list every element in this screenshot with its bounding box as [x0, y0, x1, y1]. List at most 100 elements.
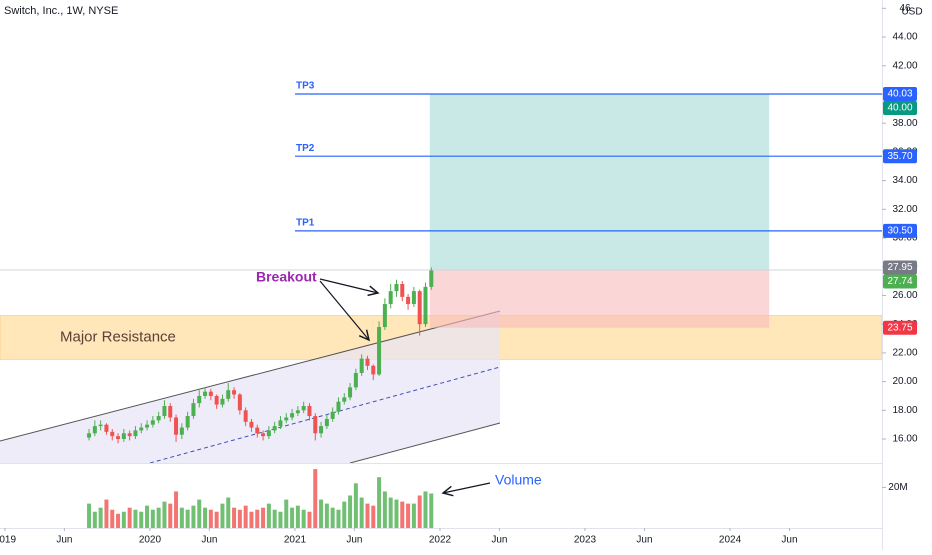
volume-label: Volume: [495, 472, 542, 488]
candle-body: [116, 436, 121, 440]
volume-bar: [313, 469, 318, 528]
channel-upper: [0, 310, 501, 442]
candle-body: [127, 433, 132, 437]
candle-body: [336, 401, 341, 412]
axes: 16.0018.0020.0022.0024.0026.0028.0030.00…: [0, 3, 918, 546]
volume-bar: [290, 507, 295, 528]
volume-bar: [116, 513, 121, 528]
volume-bar: [168, 503, 173, 528]
volume-bar: [301, 509, 306, 528]
volume-bar: [377, 477, 382, 528]
volume-bar: [382, 491, 387, 528]
candle-body: [249, 421, 254, 428]
volume-bar: [353, 483, 358, 528]
y-tick-label: 18.00: [892, 405, 917, 416]
volume-bar: [249, 511, 254, 528]
y-tick-label: 22.00: [892, 348, 917, 359]
breakout-label: Breakout: [256, 269, 317, 285]
volume-bar: [139, 511, 144, 528]
volume-bar: [261, 507, 266, 528]
candle-body: [150, 420, 155, 425]
candle-body: [353, 372, 358, 388]
price-tag: [883, 223, 917, 238]
candle-body: [348, 387, 353, 398]
candle-body: [261, 433, 266, 437]
candle-body: [237, 394, 242, 411]
volume-bar: [319, 499, 324, 528]
y-tick-label: 42.00: [892, 60, 917, 71]
candle-body: [243, 410, 248, 422]
volume-bar: [429, 493, 434, 528]
volume-bar: [411, 503, 416, 528]
candle-body: [365, 358, 370, 366]
candle-body: [324, 418, 329, 427]
candle-body: [423, 286, 428, 325]
x-tick-label: 2022: [429, 535, 452, 546]
volume-bar: [220, 503, 225, 528]
price-tag-label: 40.00: [887, 103, 912, 114]
volume-bar: [110, 509, 115, 528]
price-tag-label: 40.03: [887, 89, 912, 100]
candle-body: [168, 406, 173, 418]
price-tag-label: 30.50: [887, 225, 912, 236]
volume-bar: [243, 505, 248, 528]
candle-body: [290, 413, 295, 418]
candle-body: [197, 395, 202, 404]
volume-bar: [307, 511, 312, 528]
chart-title: Switch, Inc., 1W, NYSE: [4, 5, 118, 17]
price-tag-label: 27.95: [887, 262, 912, 273]
volume-bar: [232, 507, 237, 528]
volume-bar: [121, 511, 126, 528]
volume-bar: [371, 505, 376, 528]
candle-body: [156, 416, 161, 421]
candle-body: [179, 427, 184, 435]
volume-bar: [359, 497, 364, 528]
volume-bar: [174, 491, 179, 528]
candle-body: [185, 416, 190, 428]
volume-bar: [324, 503, 329, 528]
volume-bar: [87, 503, 92, 528]
volume-bar: [150, 509, 155, 528]
y-tick-label: 34.00: [892, 175, 917, 186]
channel-lower: [349, 422, 501, 463]
candle-body: [255, 427, 260, 434]
volume-bar: [185, 509, 190, 528]
candle-body: [429, 270, 434, 287]
y-tick-label: 30.00: [892, 233, 917, 244]
candle-body: [87, 433, 92, 438]
candle-body: [174, 417, 179, 435]
candle-body: [295, 410, 300, 414]
candle-body: [330, 411, 335, 419]
x-tick-label: 2021: [284, 535, 307, 546]
x-tick-label: Jun: [346, 535, 362, 546]
price-tag: [883, 149, 917, 164]
candle-body: [203, 391, 208, 396]
price-tag: [883, 87, 917, 102]
price-tag: [883, 274, 917, 289]
candle-body: [104, 424, 109, 432]
volume-tick-label: 20M: [888, 482, 907, 493]
volume-bar: [208, 509, 213, 528]
breakout-arrow: [319, 278, 378, 293]
candle-body: [411, 291, 416, 305]
target-zone: [429, 94, 770, 271]
candle-body: [406, 296, 411, 305]
x-tick-label: 2019: [0, 535, 16, 546]
candle-body: [191, 403, 196, 417]
x-tick-label: 2024: [719, 535, 742, 546]
candle-body: [220, 398, 225, 405]
volume-bar: [423, 491, 428, 528]
volume-bar: [400, 501, 405, 528]
candle-body: [226, 390, 231, 399]
price-tag: [883, 260, 917, 275]
candle-body: [394, 283, 399, 292]
volume-bar: [145, 505, 150, 528]
position-layer: [429, 94, 770, 328]
volume-bar: [191, 505, 196, 528]
volume-bar: [203, 507, 208, 528]
candle-body: [278, 420, 283, 427]
price-tag: [883, 320, 917, 335]
candle-body: [371, 365, 376, 375]
volume-bar: [342, 501, 347, 528]
